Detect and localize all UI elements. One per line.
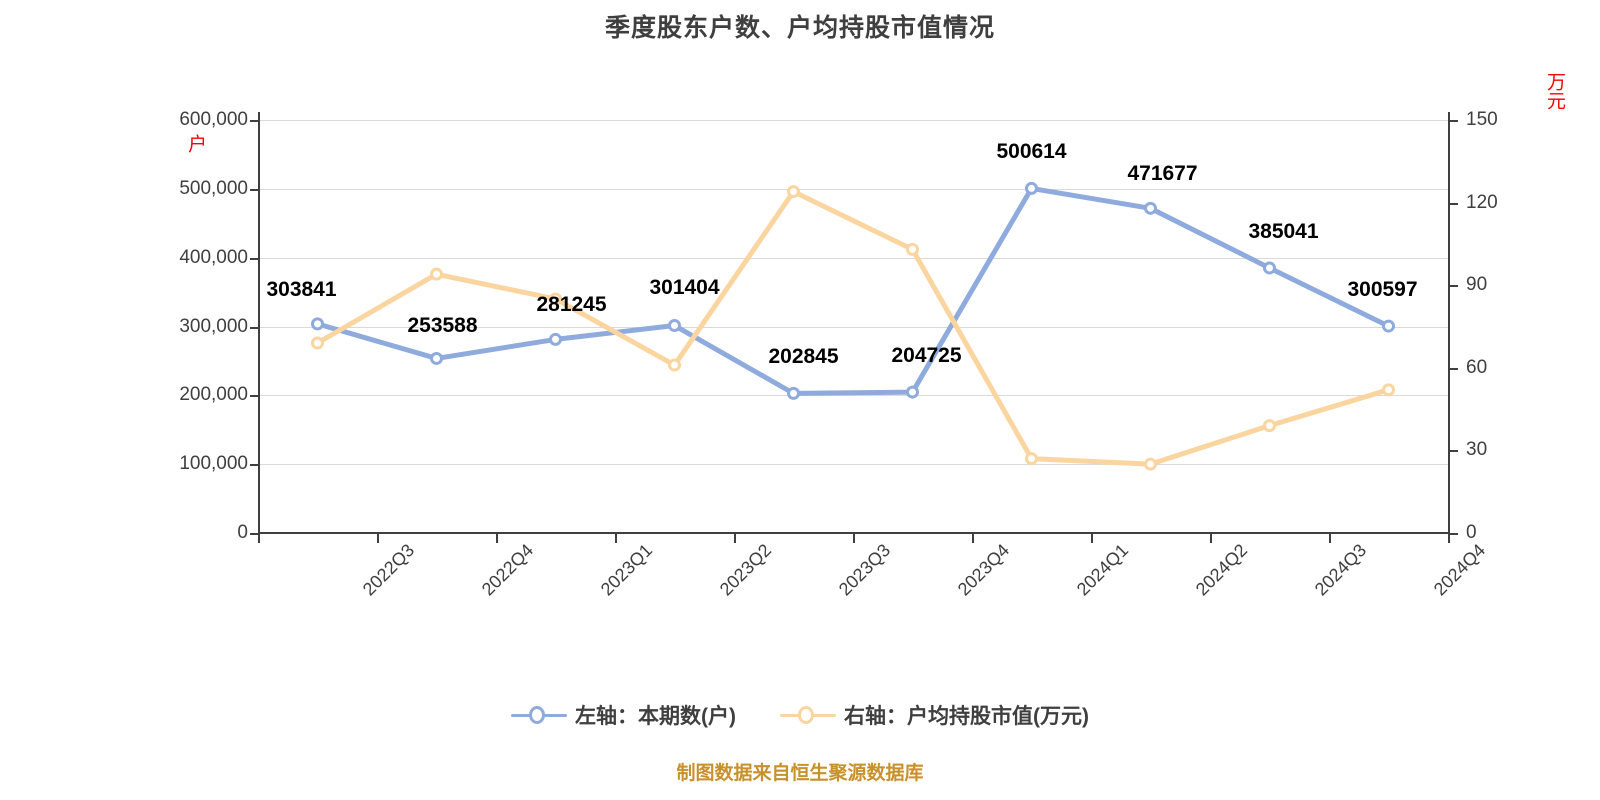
x-axis-label: 2024Q1: [1072, 540, 1132, 600]
x-axis-tick-mark: [1210, 534, 1212, 543]
left-axis-tick-label: 100,000: [179, 453, 248, 475]
left-axis-tick-mark: [250, 395, 258, 398]
left-axis-tick-mark: [250, 120, 258, 122]
right-axis-tick-label: 0: [1466, 522, 1477, 543]
right-axis-tick-label: 120: [1466, 191, 1498, 213]
data-label: 300597: [1347, 278, 1418, 302]
gridline: [258, 464, 1448, 466]
x-axis-tick-mark: [853, 534, 855, 543]
right-axis-tick-mark: [1450, 450, 1458, 453]
left-axis-tick-label: 0: [237, 522, 248, 543]
x-axis-tick-mark: [496, 534, 498, 543]
series-point: [1025, 452, 1038, 466]
left-axis-tick-label: 400,000: [179, 246, 248, 268]
right-axis-tick-mark: [1450, 120, 1458, 122]
legend-item-2[interactable]: 右轴：户均持股市值(万元): [780, 700, 1089, 730]
x-axis-line: [258, 532, 1450, 534]
x-axis-label: 2023Q1: [596, 540, 656, 600]
series-point: [1263, 419, 1276, 433]
x-axis-label: 2023Q3: [834, 540, 894, 600]
x-axis-tick-mark: [734, 534, 736, 543]
legend: 左轴：本期数(户) 右轴：户均持股市值(万元): [0, 700, 1600, 730]
left-axis-tick-mark: [250, 533, 258, 535]
footer-note: 制图数据来自恒生聚源数据库: [676, 763, 924, 784]
data-label: 253588: [407, 314, 478, 338]
left-axis-tick-mark: [250, 257, 258, 260]
legend-label: 左轴：本期数(户): [575, 705, 736, 728]
series-line-1: [315, 185, 1391, 396]
series-point: [906, 242, 919, 256]
right-axis-tick-label: 30: [1466, 439, 1488, 461]
legend-item-1[interactable]: 左轴：本期数(户): [511, 700, 736, 730]
x-axis-tick-mark: [1091, 534, 1093, 543]
legend-marker-icon: [511, 704, 567, 726]
series-point: [1382, 383, 1395, 397]
left-axis-tick-label: 500,000: [179, 177, 248, 199]
left-axis-tick-label: 600,000: [179, 109, 248, 130]
left-axis-tick-mark: [250, 326, 258, 329]
data-label: 471677: [1127, 162, 1198, 186]
series-point: [1263, 261, 1276, 275]
series-point: [549, 332, 562, 346]
gridline: [258, 188, 1448, 190]
x-axis-tick-mark: [377, 534, 379, 543]
data-label: 202845: [768, 345, 839, 369]
right-axis-tick-mark: [1450, 533, 1458, 535]
x-axis-tick-mark: [972, 534, 974, 543]
series-point: [787, 386, 800, 400]
gridline: [258, 395, 1448, 397]
right-axis-tick-label: 60: [1466, 356, 1488, 378]
series-line-2: [315, 189, 1391, 467]
left-axis-tick-mark: [250, 188, 258, 191]
right-axis-tick-mark: [1450, 202, 1458, 205]
right-axis-tick-label: 90: [1466, 274, 1488, 296]
x-axis-tick-mark: [615, 534, 617, 543]
data-label: 500614: [996, 140, 1067, 164]
left-axis-tick-mark: [250, 464, 258, 467]
page-title: 季度股东户数、户均持股市值情况: [604, 14, 995, 42]
gridline: [258, 257, 1448, 259]
right-axis-line: [1448, 112, 1450, 541]
right-axis-tick-mark: [1450, 367, 1458, 370]
left-axis-tick-label: 200,000: [179, 384, 248, 406]
data-label: 204725: [891, 344, 962, 368]
gridline: [258, 120, 1448, 121]
x-axis-label: 2022Q4: [477, 540, 537, 600]
legend-marker-icon: [780, 704, 836, 726]
left-axis-tick-label: 300,000: [179, 315, 248, 337]
x-axis-tick-mark: [1329, 534, 1331, 543]
right-axis-tick-label: 150: [1466, 109, 1498, 130]
data-label: 385041: [1248, 219, 1319, 243]
right-axis-tick-mark: [1450, 285, 1458, 288]
series-point: [668, 358, 681, 372]
left-axis-unit: 户: [185, 134, 206, 153]
x-axis-label: 2022Q3: [358, 540, 418, 600]
data-label: 303841: [266, 277, 337, 301]
x-axis-label: 2024Q2: [1191, 540, 1251, 600]
right-axis-unit: 万元: [1544, 72, 1565, 110]
data-label: 281245: [536, 293, 607, 317]
series-point: [430, 267, 443, 281]
left-axis-line: [258, 112, 260, 541]
series-point: [311, 336, 324, 350]
x-axis-label: 2024Q4: [1429, 540, 1489, 600]
legend-label: 右轴：户均持股市值(万元): [844, 705, 1089, 728]
series-point: [1144, 201, 1157, 215]
series-point: [430, 351, 443, 365]
x-axis-label: 2023Q2: [715, 540, 775, 600]
x-axis-label: 2023Q4: [953, 540, 1013, 600]
data-label: 301404: [649, 275, 720, 299]
x-axis-label: 2024Q3: [1310, 540, 1370, 600]
